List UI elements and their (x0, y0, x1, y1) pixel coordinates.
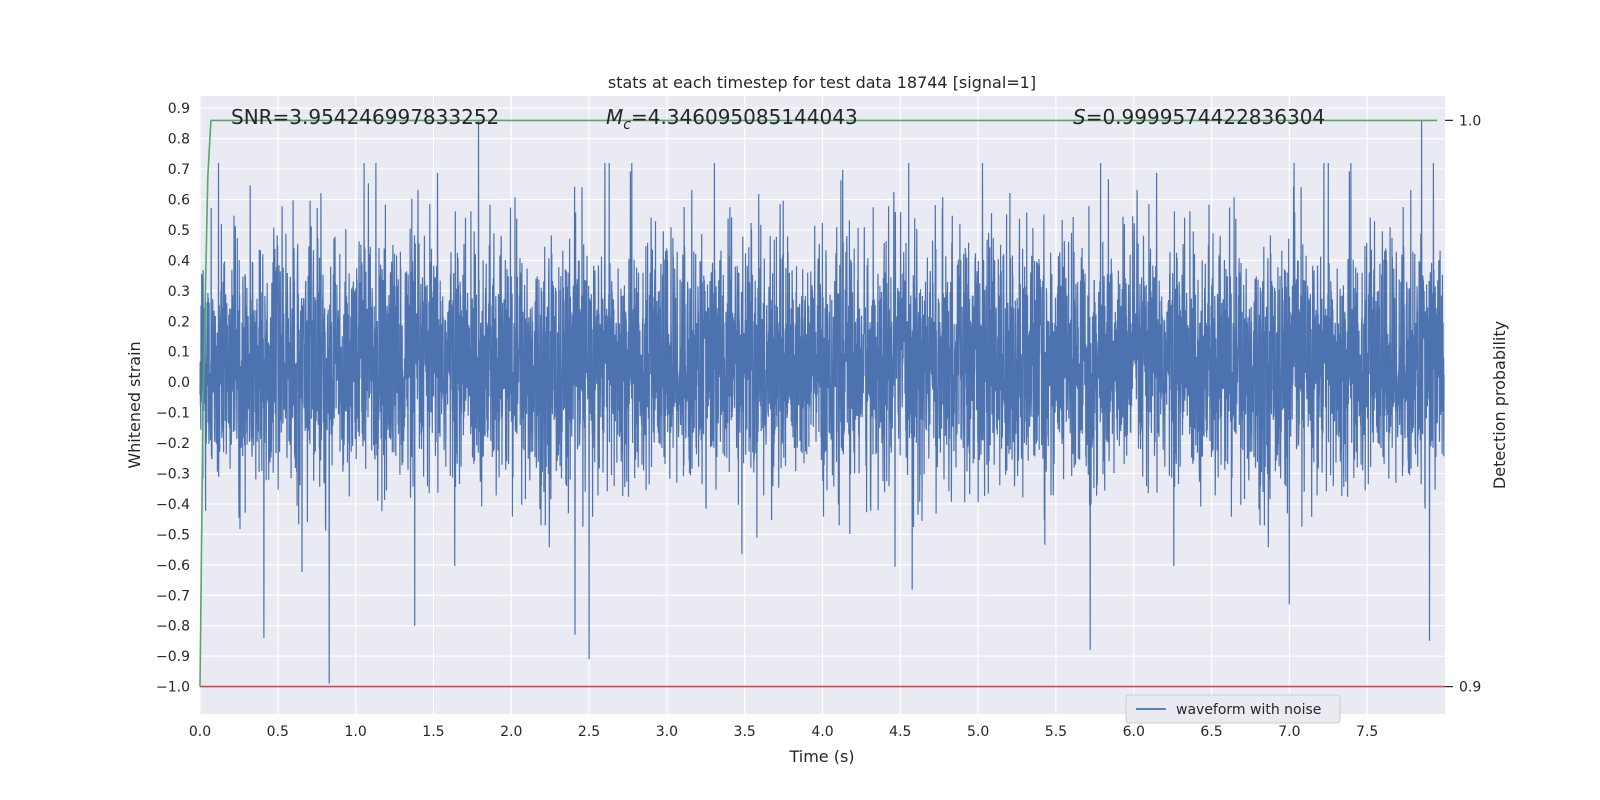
y-tick-label: 0.1 (168, 345, 190, 361)
y-tick-label: −0.2 (156, 436, 190, 452)
y-axis: 0.9 0.8 0.7 0.6 0.5 0.4 0.3 0.2 0.1 0.0 −0.1 −0.2 −0… (156, 101, 190, 695)
y-tick-label: −1.0 (156, 680, 190, 696)
x-axis: 0.0 0.5 1.0 1.5 2.0 2.5 3.0 3.5 4.0 4.5 5.0 5.5 6.0 6… (189, 724, 1378, 740)
legend-label-waveform: waveform with noise (1176, 702, 1321, 718)
y-tick-label: −0.8 (156, 619, 190, 635)
x-tick-label: 3.0 (656, 724, 678, 740)
y-axis-label: Whitened strain (125, 341, 144, 468)
x-tick-label: 4.0 (811, 724, 833, 740)
series-waveform-line (199, 120, 1445, 684)
x-tick-label: 4.5 (889, 724, 911, 740)
s-symbol: S (1073, 105, 1086, 129)
y2-axis: 1.0 0.9 (1445, 113, 1481, 696)
chirp-mass-value: =4.346095085144043 (631, 105, 858, 129)
series-layer (199, 119, 1445, 688)
chirp-mass-annotation: Mc=4.346095085144043 (606, 105, 858, 133)
y-tick-label: 0.4 (168, 253, 190, 269)
y-tick-label: 0.2 (168, 314, 190, 330)
y-tick-label: 0.6 (168, 193, 190, 209)
snr-annotation: SNR=3.954246997833252 (231, 105, 499, 129)
chirp-mass-subscript: c (623, 117, 631, 133)
y-tick-label: 0.8 (168, 132, 190, 148)
x-tick-label: 7.5 (1356, 724, 1378, 740)
y2-tick-label: 0.9 (1459, 680, 1481, 696)
legend-box (1125, 694, 1341, 724)
x-tick-label: 6.0 (1123, 724, 1145, 740)
y-tick-label: −0.7 (156, 588, 190, 604)
x-tick-label: 3.5 (734, 724, 756, 740)
y-tick-label: −0.6 (156, 558, 190, 574)
y2-tick-label: 1.0 (1459, 113, 1481, 129)
x-tick-label: 1.0 (344, 724, 366, 740)
y-tick-label: 0.7 (168, 162, 190, 178)
y2-axis-label: Detection probability (1490, 321, 1509, 489)
x-tick-label: 0.0 (189, 724, 211, 740)
x-tick-label: 5.0 (967, 724, 989, 740)
y-tick-label: −0.9 (156, 649, 190, 665)
y-tick-label: 0.5 (168, 223, 190, 239)
x-axis-label: Time (s) (788, 747, 854, 766)
y-tick-label: 0.0 (168, 375, 190, 391)
x-tick-label: 2.0 (500, 724, 522, 740)
s-value: =0.9999574422836304 (1086, 105, 1325, 129)
x-tick-label: 7.0 (1278, 724, 1300, 740)
x-tick-label: 1.5 (422, 724, 444, 740)
chart-title: stats at each timestep for test data 187… (608, 73, 1036, 92)
s-annotation: S=0.9999574422836304 (1073, 105, 1325, 129)
x-tick-label: 0.5 (267, 724, 289, 740)
series-detection-probability-line (199, 119, 1438, 687)
x-tick-label: 6.5 (1200, 724, 1222, 740)
y-tick-label: −0.5 (156, 527, 190, 543)
y-tick-label: 0.9 (168, 101, 190, 117)
y-tick-label: 0.3 (168, 284, 190, 300)
y-tick-label: −0.4 (156, 497, 190, 513)
chirp-mass-symbol: M (606, 105, 623, 129)
legend: waveform with noise (1125, 694, 1341, 724)
y-tick-label: −0.3 (156, 466, 190, 482)
x-tick-label: 2.5 (578, 724, 600, 740)
y-tick-label: −0.1 (156, 406, 190, 422)
x-tick-label: 5.5 (1045, 724, 1067, 740)
